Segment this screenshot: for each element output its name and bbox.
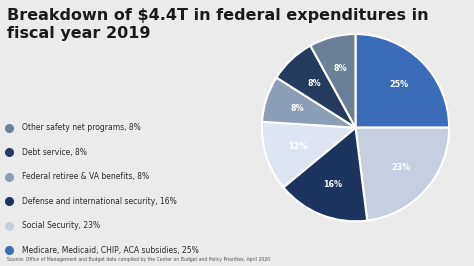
Wedge shape: [262, 122, 356, 187]
Text: 12%: 12%: [288, 142, 307, 151]
Text: 25%: 25%: [389, 80, 408, 89]
Text: Social Security, 23%: Social Security, 23%: [22, 221, 100, 230]
Text: 8%: 8%: [307, 79, 320, 88]
Text: Debt service, 8%: Debt service, 8%: [22, 148, 87, 157]
Text: Federal retiree & VA benefits, 8%: Federal retiree & VA benefits, 8%: [22, 172, 149, 181]
Text: 16%: 16%: [324, 180, 343, 189]
Wedge shape: [310, 34, 356, 128]
Wedge shape: [283, 128, 367, 221]
Text: 8%: 8%: [291, 104, 304, 113]
Text: Other safety net programs, 8%: Other safety net programs, 8%: [22, 123, 141, 132]
Wedge shape: [356, 34, 449, 128]
Text: Source: Office of Management and Budget data compiled by the Center on Budget an: Source: Office of Management and Budget …: [8, 257, 271, 262]
Wedge shape: [276, 46, 356, 128]
Text: Defense and international security, 16%: Defense and international security, 16%: [22, 197, 177, 206]
Wedge shape: [356, 128, 449, 221]
Text: Breakdown of $4.4T in federal expenditures in
fiscal year 2019: Breakdown of $4.4T in federal expenditur…: [8, 8, 429, 41]
Wedge shape: [262, 77, 356, 128]
Text: 8%: 8%: [334, 64, 347, 73]
Text: Medicare, Medicaid, CHIP, ACA subsidies, 25%: Medicare, Medicaid, CHIP, ACA subsidies,…: [22, 246, 199, 255]
Text: 23%: 23%: [392, 163, 410, 172]
